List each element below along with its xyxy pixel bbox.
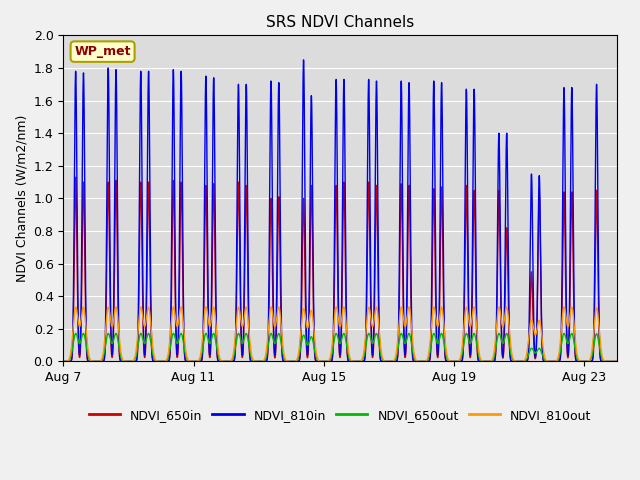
NDVI_650in — [181, 357, 189, 362]
NDVI_810in — [60, 359, 67, 364]
NDVI_810out — [504, 312, 512, 318]
NDVI_810out — [399, 310, 406, 316]
NDVI_650out — [613, 359, 621, 364]
Y-axis label: NDVI Channels (W/m2/nm): NDVI Channels (W/m2/nm) — [15, 115, 28, 282]
NDVI_650out — [307, 334, 315, 340]
Legend: NDVI_650in, NDVI_810in, NDVI_650out, NDVI_810out: NDVI_650in, NDVI_810in, NDVI_650out, NDV… — [84, 404, 596, 427]
NDVI_650in — [613, 359, 621, 364]
NDVI_810in — [399, 210, 406, 216]
NDVI_650in — [72, 174, 79, 180]
NDVI_650out — [504, 335, 512, 341]
NDVI_650in — [60, 359, 67, 364]
NDVI_810in — [300, 57, 307, 63]
NDVI_650in — [67, 359, 74, 364]
NDVI_810in — [307, 118, 315, 124]
NDVI_810in — [67, 359, 74, 364]
NDVI_810out — [72, 304, 79, 310]
NDVI_650out — [60, 359, 67, 364]
NDVI_810out — [60, 359, 67, 364]
Title: SRS NDVI Channels: SRS NDVI Channels — [266, 15, 414, 30]
NDVI_810out — [612, 359, 620, 364]
NDVI_810in — [181, 355, 189, 361]
NDVI_810in — [612, 359, 620, 364]
NDVI_810in — [613, 359, 621, 364]
Line: NDVI_650out: NDVI_650out — [63, 334, 617, 361]
NDVI_650out — [399, 334, 406, 339]
NDVI_650out — [67, 356, 74, 361]
NDVI_650in — [612, 359, 620, 364]
NDVI_650out — [181, 349, 189, 355]
Line: NDVI_810out: NDVI_810out — [63, 307, 617, 361]
NDVI_810in — [504, 236, 512, 242]
Text: WP_met: WP_met — [74, 45, 131, 58]
NDVI_650out — [202, 331, 210, 336]
Line: NDVI_650in: NDVI_650in — [63, 177, 617, 361]
NDVI_650out — [612, 359, 620, 364]
NDVI_650in — [504, 287, 512, 292]
NDVI_650in — [399, 264, 406, 270]
NDVI_810out — [67, 353, 74, 359]
NDVI_810out — [613, 359, 621, 364]
NDVI_810out — [181, 342, 189, 348]
NDVI_650in — [307, 199, 315, 205]
NDVI_810out — [307, 308, 315, 314]
Line: NDVI_810in: NDVI_810in — [63, 60, 617, 361]
